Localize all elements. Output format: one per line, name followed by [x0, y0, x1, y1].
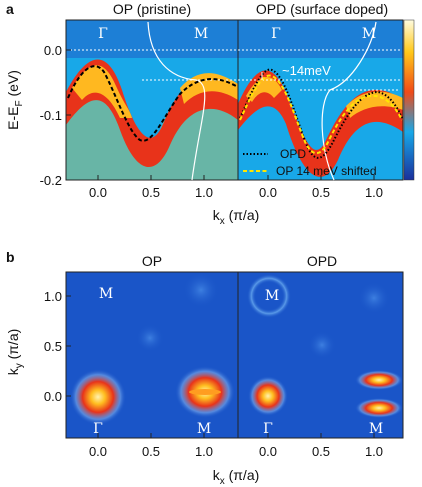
shifted-dispersion-curve [239, 74, 403, 154]
panel-a-m-right: M [362, 26, 376, 42]
panel-b-xlabel: kx (π/a) [213, 467, 260, 487]
panel-a-label: a [6, 1, 14, 17]
panel-a-title-right: OPD (surface doped) [256, 1, 388, 17]
panel-a-xtick-l2: 1.0 [195, 185, 213, 200]
legend-opd-label: OPD [280, 147, 306, 161]
panel-a-xtick-r0: 0.0 [259, 185, 277, 200]
panel-a-m-left: M [194, 26, 208, 42]
panel-a-title-left: OP (pristine) [113, 1, 191, 17]
panel-a-ytick-2: -0.2 [40, 173, 62, 188]
panel-b-m-left-bottom: M [197, 421, 211, 437]
op-dispersion-curve [67, 65, 237, 142]
panel-b-ytick-1: 0.5 [44, 339, 62, 354]
legend-shift-label: OP 14 meV shifted [276, 164, 377, 178]
panel-a-colorbar [403, 19, 415, 181]
panel-a-xaxis: 0.0 0.5 1.0 0.0 0.5 1.0 [89, 175, 383, 200]
panel-b-ylabel: ky (π/a) [5, 329, 25, 376]
panel-b-xtick-l0: 0.0 [89, 444, 107, 459]
panel-b-xtick-r0: 0.0 [259, 444, 277, 459]
panel-b-m-right-bottom: M [369, 421, 383, 437]
panel-b-frame [65, 271, 404, 439]
panel-b-m-right-top: M [265, 288, 279, 304]
panel-a-xtick-l0: 0.0 [89, 185, 107, 200]
panel-a-frame [65, 19, 404, 181]
panel-b-right-map [238, 272, 403, 438]
opd-dispersion-curve [239, 68, 403, 159]
panel-a-xtick-r2: 1.0 [365, 185, 383, 200]
panel-a-ylabel: E-EF (eV) [5, 70, 25, 130]
panel-a-ytick-0: 0.0 [44, 43, 62, 58]
panel-a-xtick-l1: 0.5 [142, 185, 160, 200]
panel-b-left-map [66, 272, 238, 438]
panel-b-gamma-right: Γ [263, 421, 273, 437]
panel-a-yaxis: 0.0 -0.1 -0.2 [40, 43, 71, 188]
panel-b-ytick-2: 0.0 [44, 389, 62, 404]
panel-b-title-right: OPD [307, 253, 337, 269]
panel-b-ytick-0: 1.0 [44, 289, 62, 304]
panel-b-gamma-left: Γ [93, 421, 103, 437]
panel-b-xtick-r1: 0.5 [312, 444, 330, 459]
panel-a-gamma-left: Γ [98, 26, 108, 42]
panel-a-xlabel: kx (π/a) [213, 207, 260, 227]
panel-b-xtick-l1: 0.5 [142, 444, 160, 459]
edc-curve-right [321, 21, 377, 181]
edc-curve-left [147, 21, 206, 181]
panel-a-xtick-r1: 0.5 [312, 185, 330, 200]
panel-b-m-left: M [99, 286, 113, 302]
shift-label: ~14meV [282, 63, 331, 78]
panel-a-ytick-1: -0.1 [40, 108, 62, 123]
panel-a-gamma-right: Γ [271, 26, 281, 42]
panel-b-yaxis: 1.0 0.5 0.0 [44, 289, 71, 404]
panel-b-label: b [6, 249, 15, 265]
panel-b-xaxis: 0.0 0.5 1.0 0.0 0.5 1.0 [89, 433, 383, 459]
panel-a-right-map [238, 20, 403, 180]
panel-b-xtick-r2: 1.0 [365, 444, 383, 459]
panel-b-xtick-l2: 1.0 [195, 444, 213, 459]
panel-b-title-left: OP [142, 253, 162, 269]
